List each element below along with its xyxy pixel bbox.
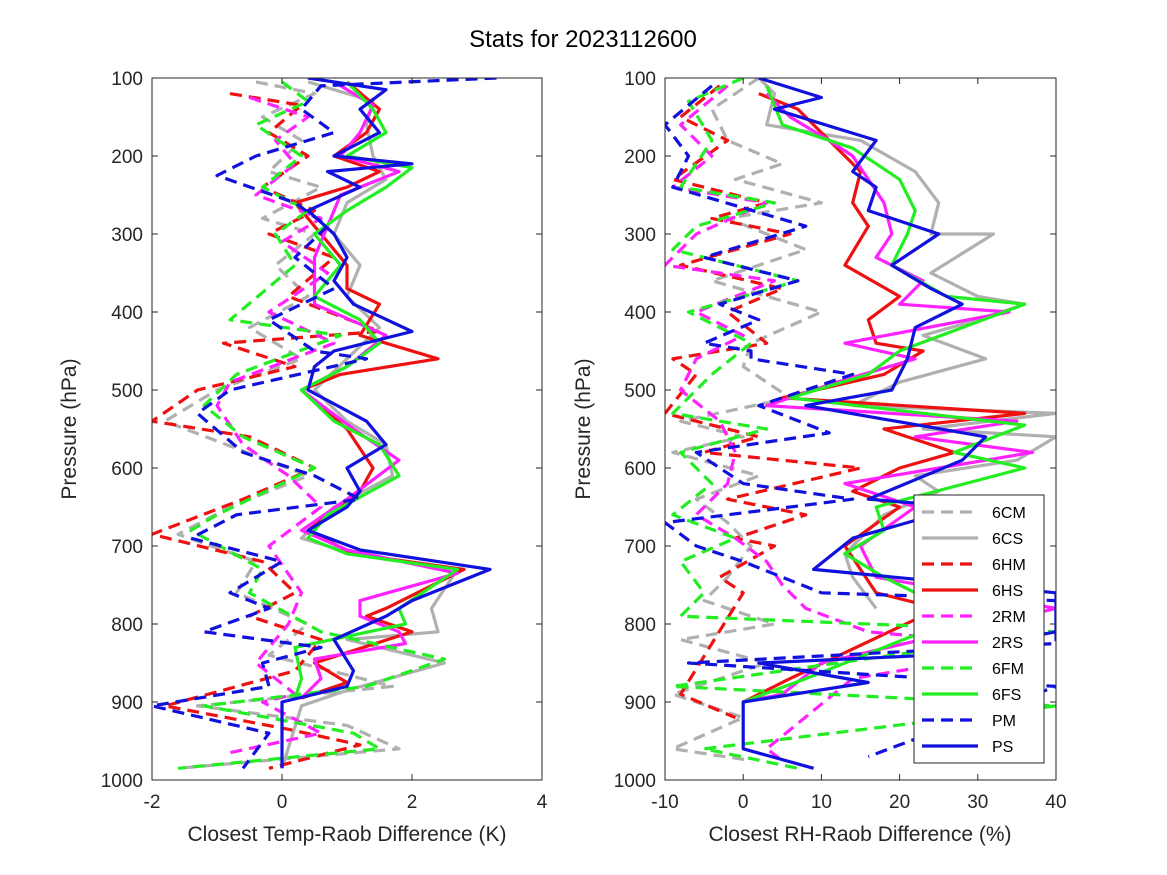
axes-box-rh xyxy=(664,77,1057,781)
ytick-label-temp: 700 xyxy=(111,537,143,558)
xtick-label-temp: 2 xyxy=(407,792,418,813)
xtick-label-rh: 10 xyxy=(811,792,832,813)
ytick-label-rh: 500 xyxy=(624,381,656,402)
xtick-label-temp: -2 xyxy=(144,792,161,813)
ytick-label-temp: 400 xyxy=(111,303,143,324)
ytick-label-rh: 900 xyxy=(624,693,656,714)
ytick-label-rh: 1000 xyxy=(614,771,656,792)
legend-label-6FS: 6FS xyxy=(992,687,1021,704)
series-6CS-temp xyxy=(280,80,460,769)
ytick-label-rh: 800 xyxy=(624,615,656,636)
series-PS-rh xyxy=(741,78,1056,770)
ytick-label-temp: 1000 xyxy=(101,771,143,792)
ytick-label-rh: 400 xyxy=(624,303,656,324)
legend-label-6CS: 6CS xyxy=(992,531,1023,548)
xtick-label-temp: 0 xyxy=(277,792,288,813)
legend-label-2RS: 2RS xyxy=(992,635,1023,652)
series-6FS-rh xyxy=(742,85,1027,704)
ytick-label-temp: 900 xyxy=(111,693,143,714)
series-6FM-temp xyxy=(177,80,447,770)
ytick-label-temp: 800 xyxy=(111,615,143,636)
ytick-label-temp: 500 xyxy=(111,381,143,402)
ytick-label-rh: 300 xyxy=(624,225,656,246)
series-PM-temp xyxy=(152,78,497,770)
ytick-label-temp: 600 xyxy=(111,459,143,480)
ticks-rh: -10 0 10 20 30 40 100 200 300 400 500 600 700 800 900 1… xyxy=(614,69,1067,813)
ytick-label-rh: 600 xyxy=(624,459,656,480)
ytick-label-rh: 100 xyxy=(624,69,656,90)
figure-title: Stats for 2023112600 xyxy=(469,26,697,53)
ytick-label-temp: 300 xyxy=(111,225,143,246)
ytick-label-rh: 200 xyxy=(624,147,656,168)
ylabel-temp: Pressure (hPa) xyxy=(58,358,81,499)
series-group-temp xyxy=(152,78,497,770)
series-group-rh xyxy=(665,78,1056,770)
legend-label-PS: PS xyxy=(992,739,1013,756)
xtick-label-rh: 30 xyxy=(967,792,988,813)
panel-temp: -2 0 2 4 100 200 300 400 500 600 700 800 900 1000 Clo… xyxy=(58,69,548,846)
xlabel-temp: Closest Temp-Raob Difference (K) xyxy=(187,823,506,846)
xtick-label-rh: 0 xyxy=(738,792,749,813)
series-6FM-rh xyxy=(671,78,1056,770)
series-6HS-temp xyxy=(293,80,466,700)
legend-box xyxy=(913,494,1045,764)
series-PS-temp xyxy=(280,78,492,769)
ytick-label-temp: 100 xyxy=(111,69,143,90)
xtick-label-rh: -10 xyxy=(651,792,678,813)
ytick-label-temp: 200 xyxy=(111,147,143,168)
legend-label-6HS: 6HS xyxy=(992,583,1023,600)
xtick-label-rh: 20 xyxy=(889,792,910,813)
legend-label-6FM: 6FM xyxy=(992,661,1024,678)
ytick-label-rh: 700 xyxy=(624,537,656,558)
ylabel-rh: Pressure (hPa) xyxy=(572,358,595,499)
legend-label-6HM: 6HM xyxy=(992,557,1026,574)
xlabel-rh: Closest RH-Raob Difference (%) xyxy=(708,823,1011,846)
axes-box-temp xyxy=(151,77,543,781)
series-2RM-temp xyxy=(215,95,336,755)
xtick-label-temp: 4 xyxy=(537,792,548,813)
legend-label-PM: PM xyxy=(992,713,1016,730)
legend-label-6CM: 6CM xyxy=(992,505,1026,522)
series-6CS-rh xyxy=(757,78,1056,610)
legend-items: 6CM 6CS 6HM 6HS 2RM 2RS 6FM 6FS PM PS xyxy=(922,505,1026,756)
legend: 6CM 6CS 6HM 6HS 2RM 2RS 6FM 6FS PM PS xyxy=(913,494,1045,764)
legend-label-2RM: 2RM xyxy=(992,609,1026,626)
xtick-label-rh: 40 xyxy=(1045,792,1066,813)
series-2RS-temp xyxy=(299,80,460,700)
